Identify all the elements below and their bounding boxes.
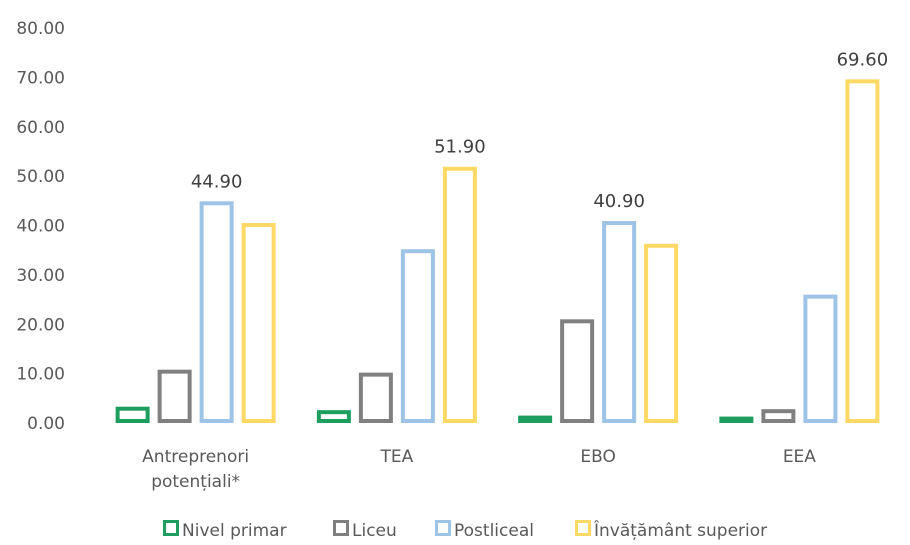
bar-liceu-1 [358,372,393,424]
legend-item-postliceal: Postliceal [435,520,534,541]
y-tick-label: 50.00 [16,167,65,187]
x-category-label: Antreprenori potențiali* [142,447,249,492]
legend-item-nivel-primar: Nivel primar [163,520,287,541]
legend-swatch [575,520,591,536]
bar-liceu-0 [157,369,192,423]
bar-nivel-primar-1 [316,410,351,424]
data-label: 44.90 [191,171,243,192]
y-axis: 0.00 10.00 20.00 30.00 40.00 50.00 60.00 70.00 8… [16,19,65,434]
y-tick-label: 70.00 [16,68,65,88]
legend-label: Învățământ superior [593,519,767,541]
bar--nv-m-nt-superior-1 [442,166,477,423]
bar-nivel-primar-2 [518,415,553,423]
x-category-label: EEA [783,447,816,467]
y-tick-label: 30.00 [16,266,65,286]
legend-item-liceu: Liceu [333,520,397,541]
x-category-label: TEA [379,447,413,467]
legend-label: Nivel primar [182,521,287,541]
bar-postliceal-0 [199,201,234,423]
bar-postliceal-2 [602,221,637,423]
legend-label: Liceu [352,521,397,541]
data-label: 51.90 [434,137,486,158]
bar-nivel-primar-3 [719,416,754,423]
legend-swatch [333,520,349,536]
legend-item--nv-m-nt-superior: Învățământ superior [575,519,767,541]
legend-swatch [435,520,451,536]
y-tick-label: 80.00 [16,19,65,39]
bar--nv-m-nt-superior-2 [644,243,679,423]
data-label: 40.90 [593,191,645,212]
bars-group [115,79,880,424]
bar-postliceal-1 [400,249,435,423]
data-label: 69.60 [837,49,889,70]
bar--nv-m-nt-superior-0 [241,223,276,423]
x-category-label: EBO [580,447,616,467]
y-tick-label: 0.00 [27,414,65,434]
bar-nivel-primar-0 [115,406,150,423]
bar-liceu-2 [560,319,595,423]
bar-liceu-3 [761,409,796,423]
y-tick-label: 10.00 [16,365,65,385]
data-labels-group: 44.90 51.90 40.90 69.60 [191,49,888,212]
y-tick-label: 20.00 [16,315,65,335]
legend: Nivel primar Liceu Postliceal Învățământ su… [163,519,767,541]
y-tick-label: 60.00 [16,118,65,138]
legend-label: Postliceal [454,521,534,541]
bar-postliceal-3 [803,294,838,423]
bar--nv-m-nt-superior-3 [845,79,880,423]
legend-swatch [163,520,179,536]
y-tick-label: 40.00 [16,217,65,237]
x-axis: Antreprenori potențiali* TEA EBO EEA [142,447,816,492]
